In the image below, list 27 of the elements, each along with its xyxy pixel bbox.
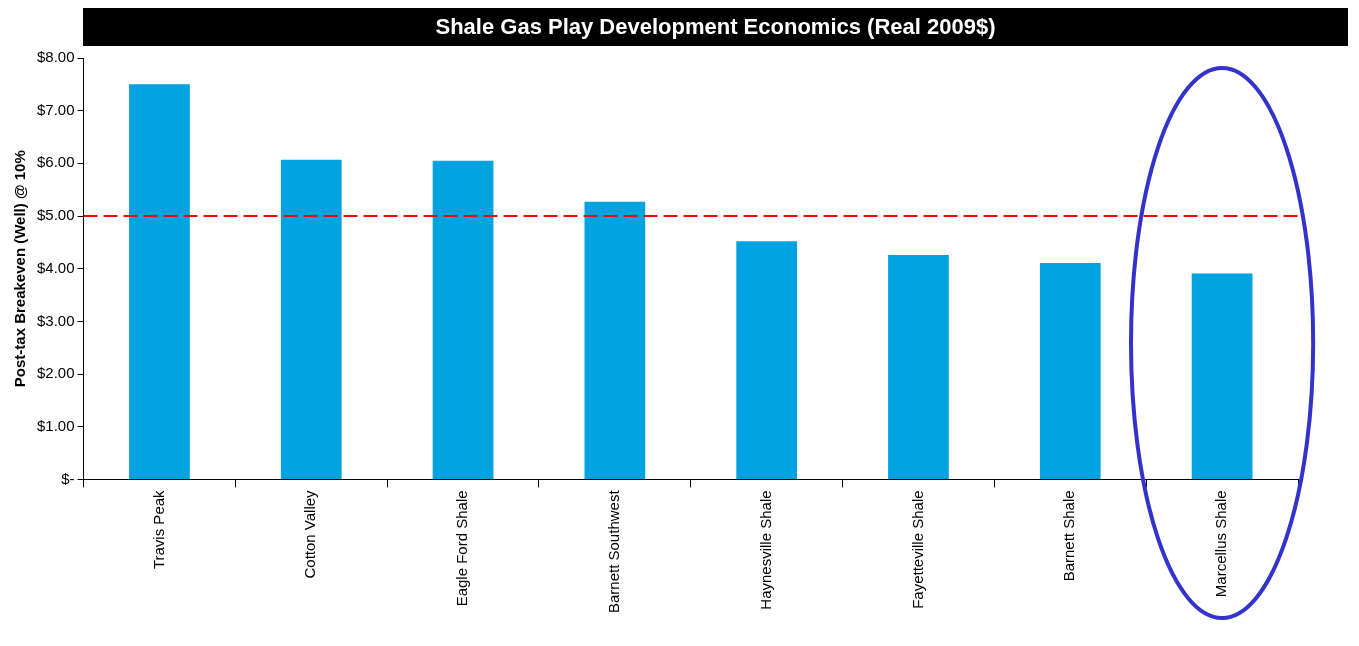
bar	[1191, 273, 1253, 479]
x-tick-label: Cotton Valley	[301, 489, 319, 579]
x-tick-label: Haynesville Shale	[756, 490, 774, 610]
y-tick-label: $7.00	[36, 100, 75, 118]
y-tick-label: $8.00	[36, 48, 75, 66]
y-tick-label: $6.00	[36, 153, 75, 171]
x-tick-label: Barnett Southwest	[605, 489, 623, 614]
bar	[280, 159, 342, 479]
x-tick-label: Fayetteville Shale	[908, 490, 926, 609]
y-tick-label: $3.00	[36, 311, 75, 329]
y-tick-label: $5.00	[36, 206, 75, 224]
x-tick-label: Eagle Ford Shale	[453, 490, 471, 607]
bar	[584, 201, 646, 479]
y-tick-label: $-	[61, 469, 75, 487]
y-tick-label: $4.00	[36, 258, 75, 276]
bar	[432, 160, 494, 479]
x-tick-label: Travis Peak	[149, 489, 167, 570]
y-tick-label: $1.00	[36, 416, 75, 434]
x-tick-label: Barnett Shale	[1060, 490, 1078, 582]
y-tick-label: $2.00	[36, 364, 75, 382]
x-tick-label: Marcellus Shale	[1212, 490, 1230, 598]
chart-title: Shale Gas Play Development Economics (Real 2009$)	[83, 8, 1348, 46]
bar	[888, 255, 949, 479]
bar	[129, 84, 190, 479]
bar	[736, 241, 798, 479]
y-axis-title: Post-tax Breakeven (Well) @ 10%	[11, 150, 29, 388]
bar	[1039, 262, 1101, 479]
